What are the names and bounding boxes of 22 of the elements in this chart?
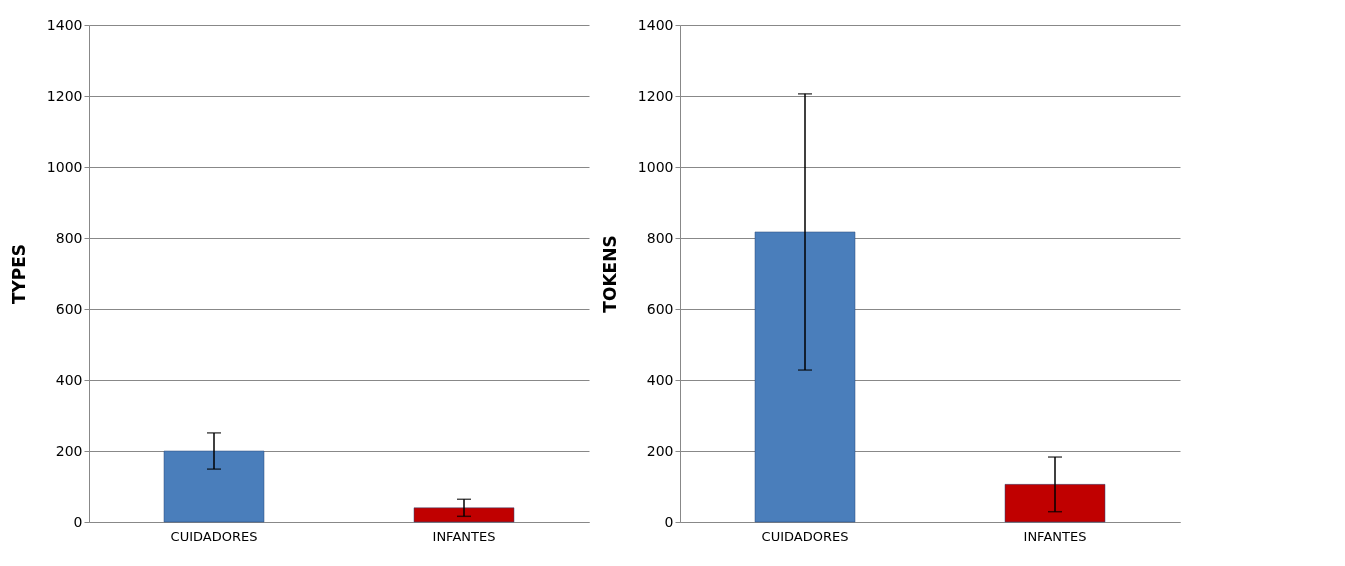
x-tick-label: INFANTES xyxy=(432,528,496,544)
x-tick-label: CUIDADORES xyxy=(761,528,849,544)
y-tick-label: 1200 xyxy=(637,87,674,104)
y-tick-label: 800 xyxy=(55,229,83,246)
y-tick-label: 1400 xyxy=(637,16,674,33)
y-axis-title: TOKENS xyxy=(599,235,620,313)
y-tick-label: 200 xyxy=(55,442,83,459)
y-axis-title: TYPES xyxy=(8,243,29,305)
y-tick-label: 1000 xyxy=(46,158,83,175)
y-tick-label: 600 xyxy=(55,300,83,317)
y-tick-label: 1000 xyxy=(637,158,674,175)
x-tick-label: CUIDADORES xyxy=(170,528,258,544)
y-tick-label: 800 xyxy=(646,229,674,246)
y-tick-label: 1200 xyxy=(46,87,83,104)
y-tick-label: 200 xyxy=(646,442,674,459)
x-tick-label: INFANTES xyxy=(1023,528,1087,544)
y-tick-label: 400 xyxy=(646,371,674,388)
y-tick-label: 0 xyxy=(664,513,674,530)
y-tick-label: 0 xyxy=(73,513,83,530)
y-tick-label: 400 xyxy=(55,371,83,388)
y-tick-label: 1400 xyxy=(46,16,83,33)
y-tick-label: 600 xyxy=(646,300,674,317)
